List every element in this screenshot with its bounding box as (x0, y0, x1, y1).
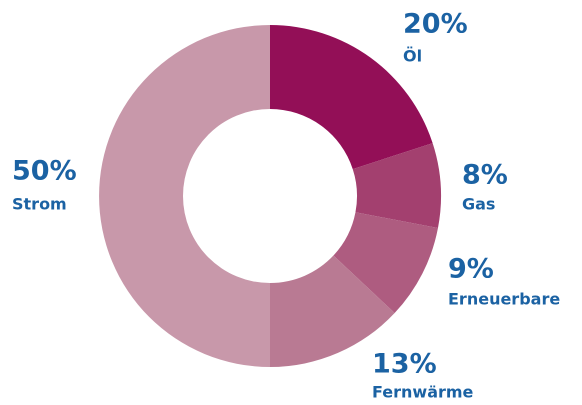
category-label: Strom (12, 195, 67, 214)
donut-slice (99, 25, 270, 367)
value-label: 50% (12, 156, 77, 187)
donut-slice (270, 25, 433, 170)
category-label: Fernwärme (372, 383, 474, 402)
value-label: 20% (403, 9, 468, 40)
value-label: 9% (448, 254, 494, 285)
donut-slice (270, 255, 395, 367)
category-label: Erneuerbare (448, 290, 560, 309)
category-label: Gas (462, 195, 495, 214)
value-label: 8% (462, 160, 508, 191)
donut-slice (352, 143, 442, 229)
category-label: Öl (403, 47, 422, 66)
donut-slice (333, 212, 438, 314)
value-label: 13% (372, 349, 437, 380)
